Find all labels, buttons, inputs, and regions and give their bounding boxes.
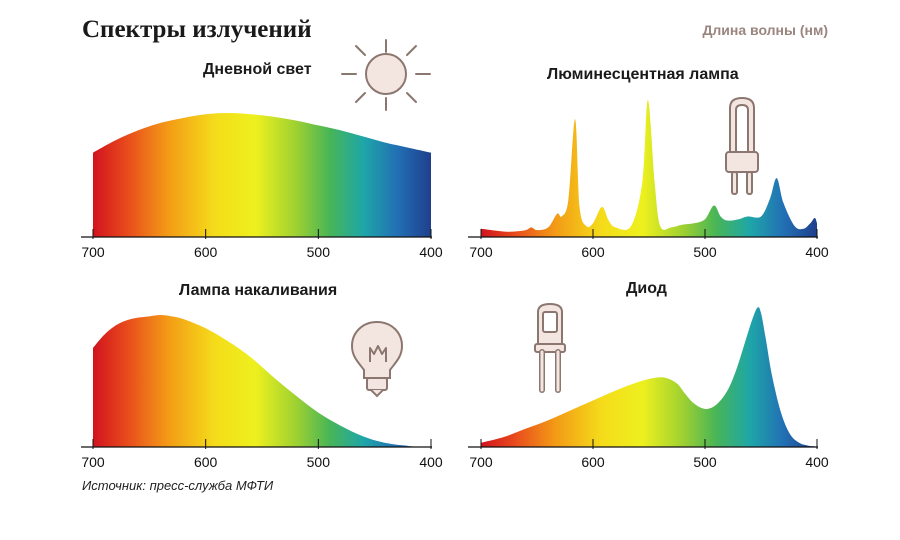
fluorescent-spectrum-area [481,100,817,237]
led-tick-label: 500 [693,454,717,470]
chart-title-fluorescent: Люминесцентная лампа [547,66,739,83]
chart-title-incandescent: Лампа накаливания [179,282,338,299]
source-note: Источник: пресс-служба МФТИ [82,478,274,493]
led-tick-label: 400 [805,454,829,470]
fluorescent-lamp-icon [725,97,759,195]
sun-icon [341,39,431,111]
light-bulb-icon [350,320,404,398]
fluorescent-tick-label: 500 [693,244,717,260]
chart-title-daylight: Дневной свет [203,61,312,78]
daylight-tick-label: 700 [81,244,105,260]
led-tick-label: 600 [581,454,605,470]
incandescent-tick-label: 700 [81,454,105,470]
fluorescent-tick-label: 700 [469,244,493,260]
chart-title-led: Диод [626,280,667,297]
incandescent-tick-label: 500 [307,454,331,470]
incandescent-tick-label: 400 [419,454,443,470]
fluorescent-tick-label: 400 [805,244,829,260]
fluorescent-tick-label: 600 [581,244,605,260]
incandescent-tick-label: 600 [194,454,218,470]
daylight-tick-label: 400 [419,244,443,260]
wavelength-label: Длина волны (нм) [702,22,828,38]
daylight-tick-label: 600 [194,244,218,260]
daylight-spectrum-area [93,113,431,237]
page-title: Спектры излучений [82,16,312,43]
led-icon [534,302,566,393]
led-tick-label: 700 [469,454,493,470]
daylight-tick-label: 500 [307,244,331,260]
